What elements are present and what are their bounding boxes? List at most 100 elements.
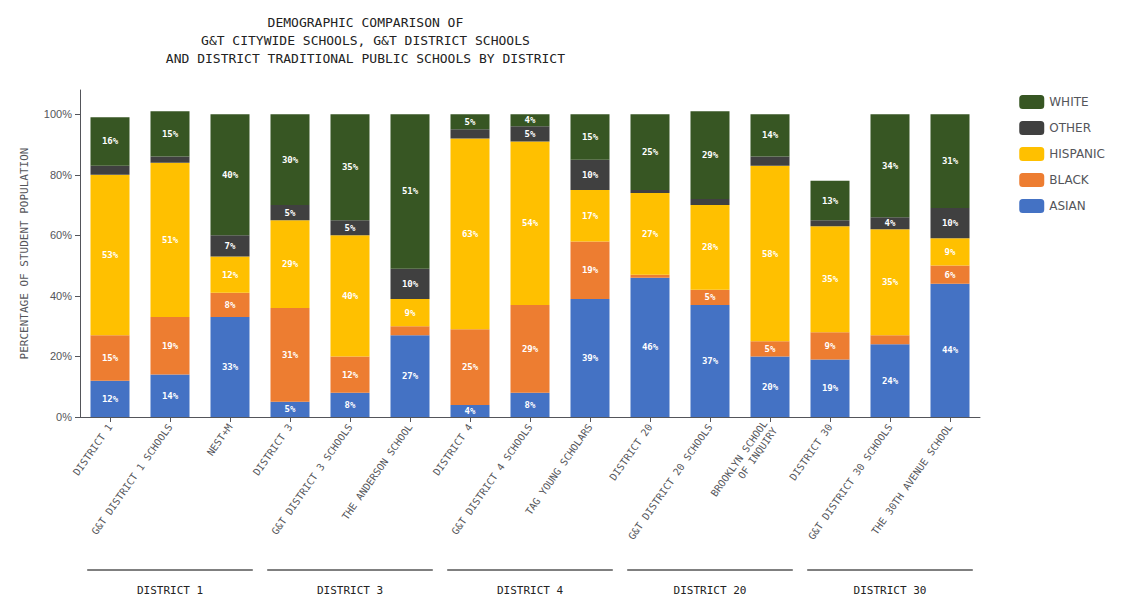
svg-text:12%: 12% [222,270,239,280]
svg-text:35%: 35% [342,162,359,172]
svg-text:35%: 35% [882,277,899,287]
svg-text:25%: 25% [462,362,479,372]
svg-text:27%: 27% [402,371,419,381]
svg-text:9%: 9% [945,247,956,257]
svg-text:25%: 25% [642,147,659,157]
svg-text:40%: 40% [342,291,359,301]
svg-text:51%: 51% [402,186,419,196]
svg-text:12%: 12% [342,370,359,380]
svg-text:G&T DISTRICT 4 SCHOOLS: G&T DISTRICT 4 SCHOOLS [449,422,534,537]
svg-text:40%: 40% [222,170,239,180]
svg-text:THE 30TH AVENUE SCHOOL: THE 30TH AVENUE SCHOOL [869,422,954,537]
svg-text:DISTRICT 4: DISTRICT 4 [431,422,475,478]
svg-text:G&T CITYWIDE SCHOOLS, G&T DIST: G&T CITYWIDE SCHOOLS, G&T DISTRICT SCHOO… [201,33,530,48]
svg-text:12%: 12% [102,394,119,404]
svg-text:BLACK: BLACK [1049,173,1090,187]
svg-text:5%: 5% [525,129,536,139]
svg-text:OF INQUIRY: OF INQUIRY [736,425,780,481]
svg-text:8%: 8% [525,400,536,410]
svg-text:8%: 8% [225,300,236,310]
svg-text:28%: 28% [702,242,719,252]
svg-text:G&T DISTRICT 3 SCHOOLS: G&T DISTRICT 3 SCHOOLS [269,422,354,537]
svg-text:19%: 19% [822,383,839,393]
svg-text:DEMOGRAPHIC COMPARISON OF: DEMOGRAPHIC COMPARISON OF [268,15,464,30]
svg-text:34%: 34% [882,161,899,171]
svg-text:9%: 9% [825,341,836,351]
svg-text:63%: 63% [462,229,479,239]
svg-text:37%: 37% [702,356,719,366]
svg-text:100%: 100% [44,108,72,120]
svg-text:51%: 51% [162,235,179,245]
svg-text:DISTRICT 30: DISTRICT 30 [787,422,834,483]
svg-text:29%: 29% [522,344,539,354]
svg-text:9%: 9% [405,308,416,318]
svg-text:46%: 46% [642,342,659,352]
svg-text:DISTRICT 30: DISTRICT 30 [854,584,927,597]
svg-text:13%: 13% [822,196,839,206]
svg-text:0%: 0% [56,411,72,423]
svg-text:G&T DISTRICT 20 SCHOOLS: G&T DISTRICT 20 SCHOOLS [626,422,714,542]
svg-text:35%: 35% [822,274,839,284]
svg-text:53%: 53% [102,250,119,260]
svg-text:DISTRICT 20: DISTRICT 20 [674,584,747,597]
svg-text:ASIAN: ASIAN [1049,199,1086,213]
svg-text:WHITE: WHITE [1049,95,1088,109]
svg-text:20%: 20% [50,350,72,362]
svg-text:58%: 58% [762,249,779,259]
svg-text:DISTRICT 1: DISTRICT 1 [137,584,203,597]
svg-text:5%: 5% [285,404,296,414]
svg-text:PERCENTAGE OF STUDENT POPULATI: PERCENTAGE OF STUDENT POPULATION [18,148,31,360]
svg-text:15%: 15% [102,353,119,363]
svg-text:33%: 33% [222,362,239,372]
svg-text:DISTRICT 20: DISTRICT 20 [607,422,654,483]
svg-text:39%: 39% [582,353,599,363]
svg-text:AND DISTRICT TRADITIONAL PUBLI: AND DISTRICT TRADITIONAL PUBLIC SCHOOLS … [166,51,565,66]
svg-text:5%: 5% [345,223,356,233]
svg-text:OTHER: OTHER [1049,121,1091,135]
svg-text:29%: 29% [702,150,719,160]
svg-text:HISPANIC: HISPANIC [1049,147,1105,161]
svg-text:4%: 4% [525,115,536,125]
svg-text:G&T DISTRICT 30 SCHOOLS: G&T DISTRICT 30 SCHOOLS [806,421,895,542]
svg-text:7%: 7% [225,241,236,251]
svg-text:60%: 60% [50,229,72,241]
svg-text:THE ANDERSON SCHOOL: THE ANDERSON SCHOOL [340,422,415,522]
svg-text:8%: 8% [345,400,356,410]
svg-text:20%: 20% [762,382,779,392]
svg-text:16%: 16% [102,136,119,146]
svg-text:NEST+M: NEST+M [205,422,235,458]
svg-text:40%: 40% [50,290,72,302]
svg-text:31%: 31% [282,350,299,360]
svg-text:17%: 17% [582,211,599,221]
svg-text:24%: 24% [882,376,899,386]
svg-text:4%: 4% [465,406,476,416]
svg-text:54%: 54% [522,218,539,228]
svg-text:DISTRICT 1: DISTRICT 1 [71,422,115,478]
svg-text:10%: 10% [402,279,419,289]
svg-text:15%: 15% [582,132,599,142]
svg-text:5%: 5% [465,117,476,127]
svg-text:30%: 30% [282,155,299,165]
svg-text:4%: 4% [885,218,896,228]
svg-text:DISTRICT 3: DISTRICT 3 [317,584,383,597]
svg-text:44%: 44% [942,345,959,355]
svg-text:80%: 80% [50,169,72,181]
svg-text:5%: 5% [765,344,776,354]
svg-text:27%: 27% [642,229,659,239]
svg-text:TAG YOUNG SCHOLARS: TAG YOUNG SCHOLARS [523,422,594,517]
svg-text:10%: 10% [942,218,959,228]
svg-text:14%: 14% [762,130,779,140]
svg-text:10%: 10% [582,170,599,180]
svg-text:19%: 19% [582,265,599,275]
svg-text:DISTRICT 3: DISTRICT 3 [251,422,295,478]
svg-text:29%: 29% [282,259,299,269]
svg-text:6%: 6% [945,270,956,280]
svg-text:G&T DISTRICT 1 SCHOOLS: G&T DISTRICT 1 SCHOOLS [89,422,174,537]
svg-text:5%: 5% [705,292,716,302]
svg-text:14%: 14% [162,391,179,401]
svg-text:19%: 19% [162,341,179,351]
svg-text:31%: 31% [942,156,959,166]
svg-text:5%: 5% [285,208,296,218]
svg-text:DISTRICT 4: DISTRICT 4 [497,584,564,597]
svg-text:15%: 15% [162,129,179,139]
